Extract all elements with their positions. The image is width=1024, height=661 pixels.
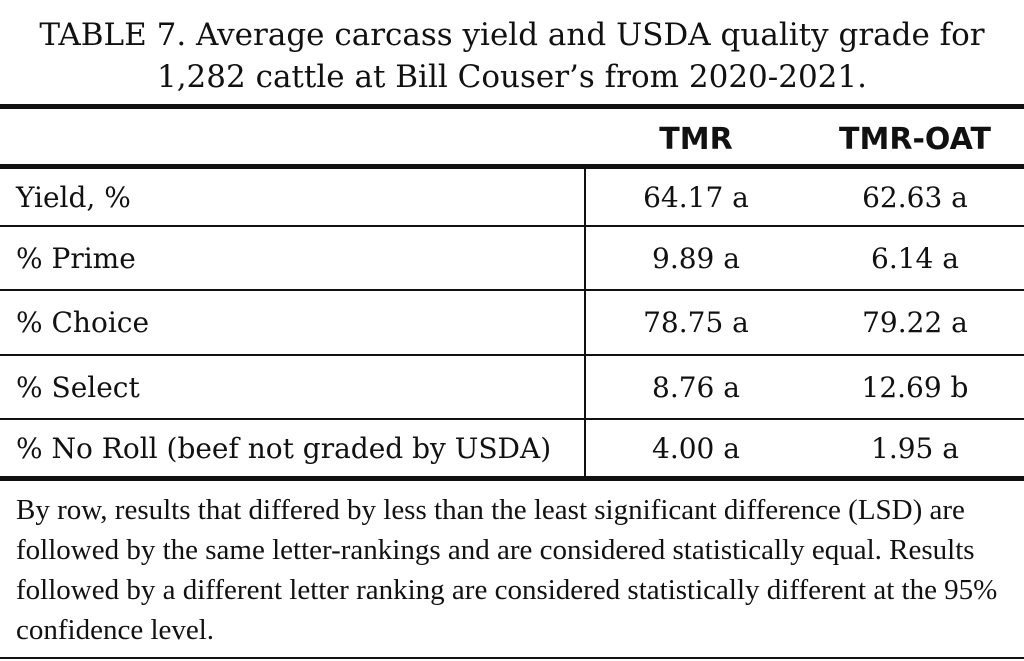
cell-tmr-oat: 1.95 a <box>871 431 959 465</box>
cell-tmr: 78.75 a <box>643 306 749 339</box>
cell-tmr: 8.76 a <box>652 370 740 404</box>
row-label: % No Roll (beef not graded by USDA) <box>16 431 552 465</box>
table-title-line-1: TABLE 7. Average carcass yield and USDA … <box>39 17 985 53</box>
cell-tmr: 4.00 a <box>652 431 740 465</box>
table-row-yield: Yield, % 64.17 a 62.63 a <box>0 169 1024 225</box>
cell-tmr-oat: 6.14 a <box>871 241 959 275</box>
table-row-select: % Select 8.76 a 12.69 b <box>0 356 1024 418</box>
cell-tmr-oat: 79.22 a <box>862 306 968 339</box>
footnote-bottom-rule <box>0 657 1024 659</box>
column-header-tmr-oat: TMR-OAT <box>839 122 991 157</box>
row-divider <box>0 354 1024 356</box>
table-bottom-rule <box>0 476 1024 481</box>
row-label: Yield, % <box>16 180 131 214</box>
table-row-prime: % Prime 9.89 a 6.14 a <box>0 227 1024 289</box>
title-rule <box>0 104 1024 109</box>
row-divider <box>0 289 1024 291</box>
table-row-no-roll: % No Roll (beef not graded by USDA) 4.00… <box>0 420 1024 476</box>
table-title: TABLE 7. Average carcass yield and USDA … <box>0 14 1024 98</box>
row-divider <box>0 418 1024 420</box>
row-divider <box>0 225 1024 227</box>
cell-tmr-oat: 12.69 b <box>861 370 969 404</box>
column-header-tmr: TMR <box>659 122 733 157</box>
table-title-line-2: 1,282 cattle at Bill Couser’s from 2020-… <box>156 59 867 95</box>
column-divider <box>584 168 586 476</box>
cell-tmr-oat: 62.63 a <box>862 180 968 214</box>
cell-tmr: 9.89 a <box>652 241 740 275</box>
footnote: By row, results that differed by less th… <box>16 494 998 646</box>
row-label: % Prime <box>16 241 136 275</box>
cell-tmr: 64.17 a <box>643 180 749 214</box>
row-label: % Select <box>16 370 140 404</box>
header-rule <box>0 164 1024 169</box>
table-row-choice: % Choice 78.75 a 79.22 a <box>0 291 1024 354</box>
row-label: % Choice <box>16 306 150 339</box>
